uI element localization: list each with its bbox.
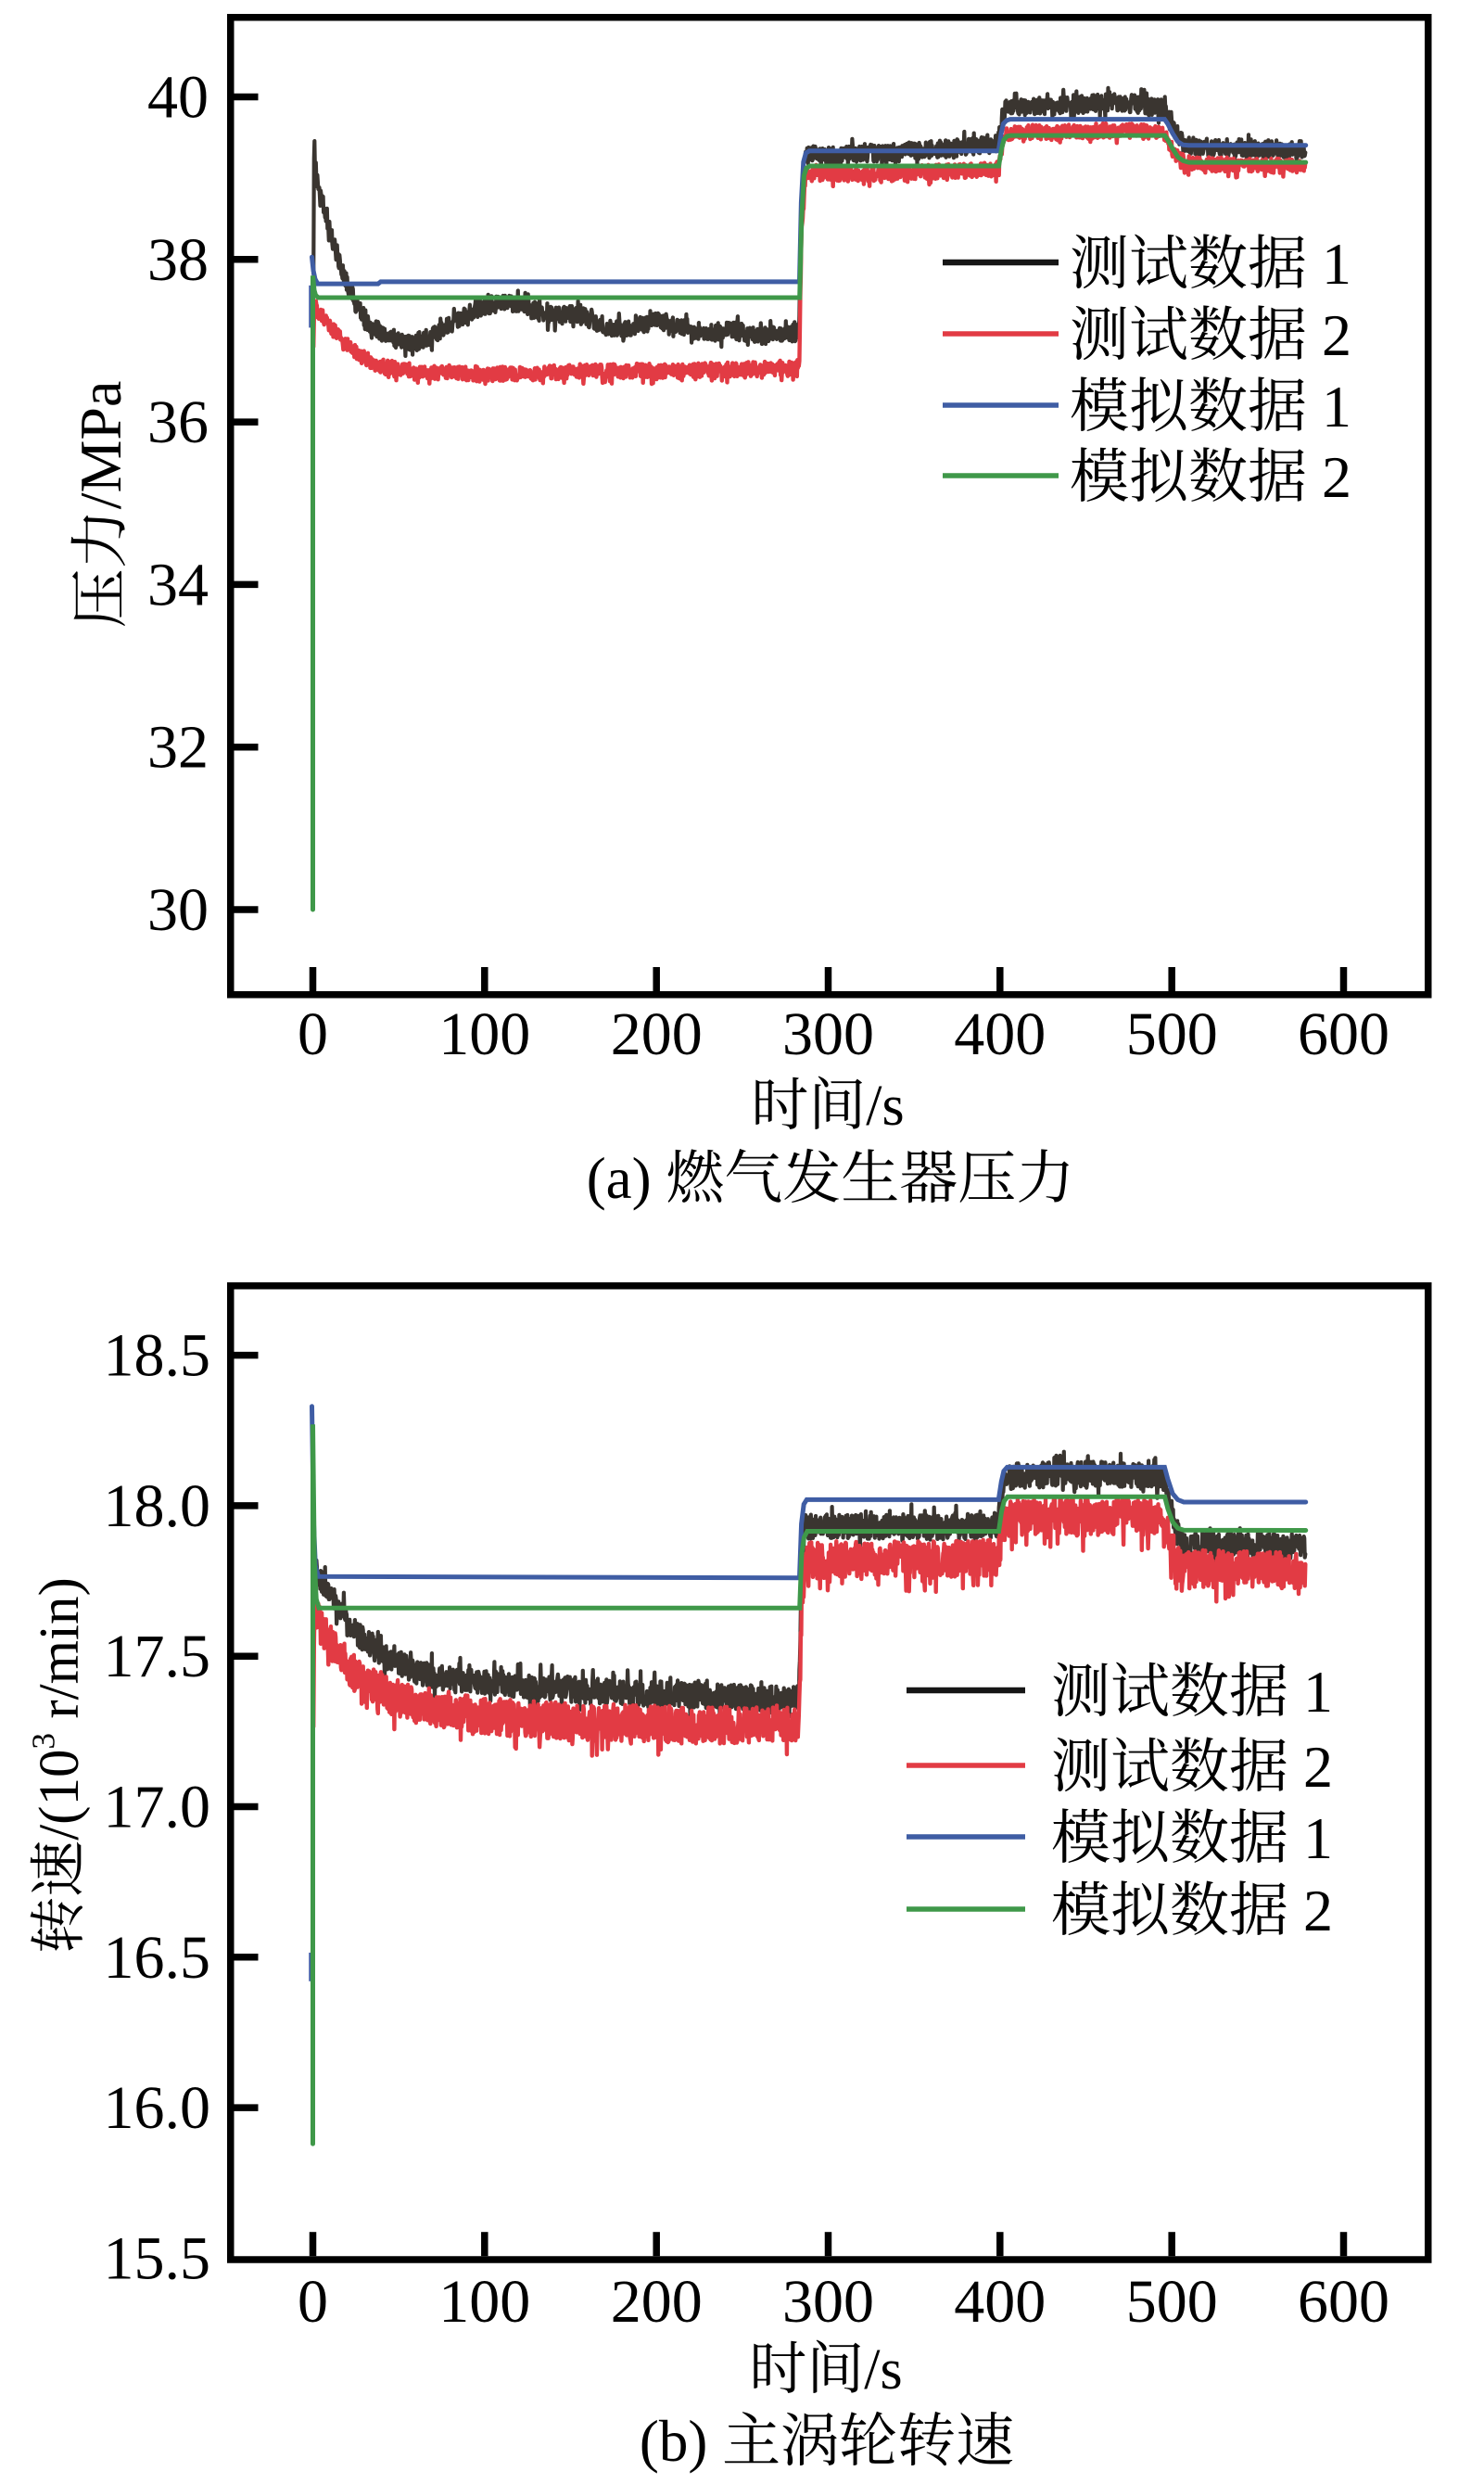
svg-text:600: 600	[1298, 1000, 1389, 1068]
svg-text:600: 600	[1298, 2268, 1389, 2336]
svg-text:500: 500	[1126, 2268, 1218, 2336]
svg-text:15.5: 15.5	[104, 2224, 211, 2292]
svg-text:/(10: /(10	[29, 1750, 91, 1841]
svg-text:40: 40	[147, 64, 209, 132]
svg-text:17.5: 17.5	[104, 1623, 211, 1690]
svg-text:2: 2	[1288, 1878, 1333, 1943]
svg-text:1: 1	[1307, 231, 1351, 297]
svg-text:500: 500	[1126, 1000, 1218, 1068]
svg-text:18.0: 18.0	[104, 1472, 211, 1540]
svg-text:34: 34	[147, 551, 209, 618]
svg-text:16.5: 16.5	[104, 1924, 211, 1992]
svg-text:300: 300	[782, 2268, 874, 2336]
svg-text:100: 100	[438, 2268, 530, 2336]
svg-text:3: 3	[24, 1733, 61, 1750]
svg-text:32: 32	[147, 714, 209, 782]
svg-text:17.0: 17.0	[104, 1774, 211, 1841]
svg-text:2: 2	[1307, 302, 1351, 368]
svg-text:200: 200	[611, 2268, 703, 2336]
svg-text:38: 38	[147, 226, 209, 294]
svg-text:(a): (a)	[587, 1146, 666, 1211]
svg-text:400: 400	[954, 1000, 1046, 1068]
svg-text:/s: /s	[866, 1075, 904, 1138]
svg-text:r/min): r/min)	[29, 1577, 91, 1733]
svg-text:2: 2	[1288, 1734, 1333, 1800]
svg-text:(b): (b)	[640, 2409, 722, 2474]
svg-text:30: 30	[147, 876, 209, 944]
svg-text:1: 1	[1288, 1805, 1333, 1871]
svg-text:18.5: 18.5	[104, 1322, 211, 1390]
svg-text:1: 1	[1288, 1659, 1333, 1725]
svg-text:300: 300	[782, 1000, 874, 1068]
svg-text:/s: /s	[864, 2338, 902, 2401]
svg-text:36: 36	[147, 389, 209, 456]
svg-text:1: 1	[1307, 374, 1351, 439]
svg-text:0: 0	[298, 2268, 328, 2336]
svg-text:/MPa: /MPa	[68, 381, 133, 510]
svg-text:200: 200	[611, 1000, 703, 1068]
svg-text:0: 0	[298, 1000, 328, 1068]
svg-text:400: 400	[954, 2268, 1046, 2336]
svg-text:2: 2	[1307, 444, 1351, 510]
svg-text:16.0: 16.0	[104, 2074, 211, 2142]
svg-text:100: 100	[438, 1000, 530, 1068]
